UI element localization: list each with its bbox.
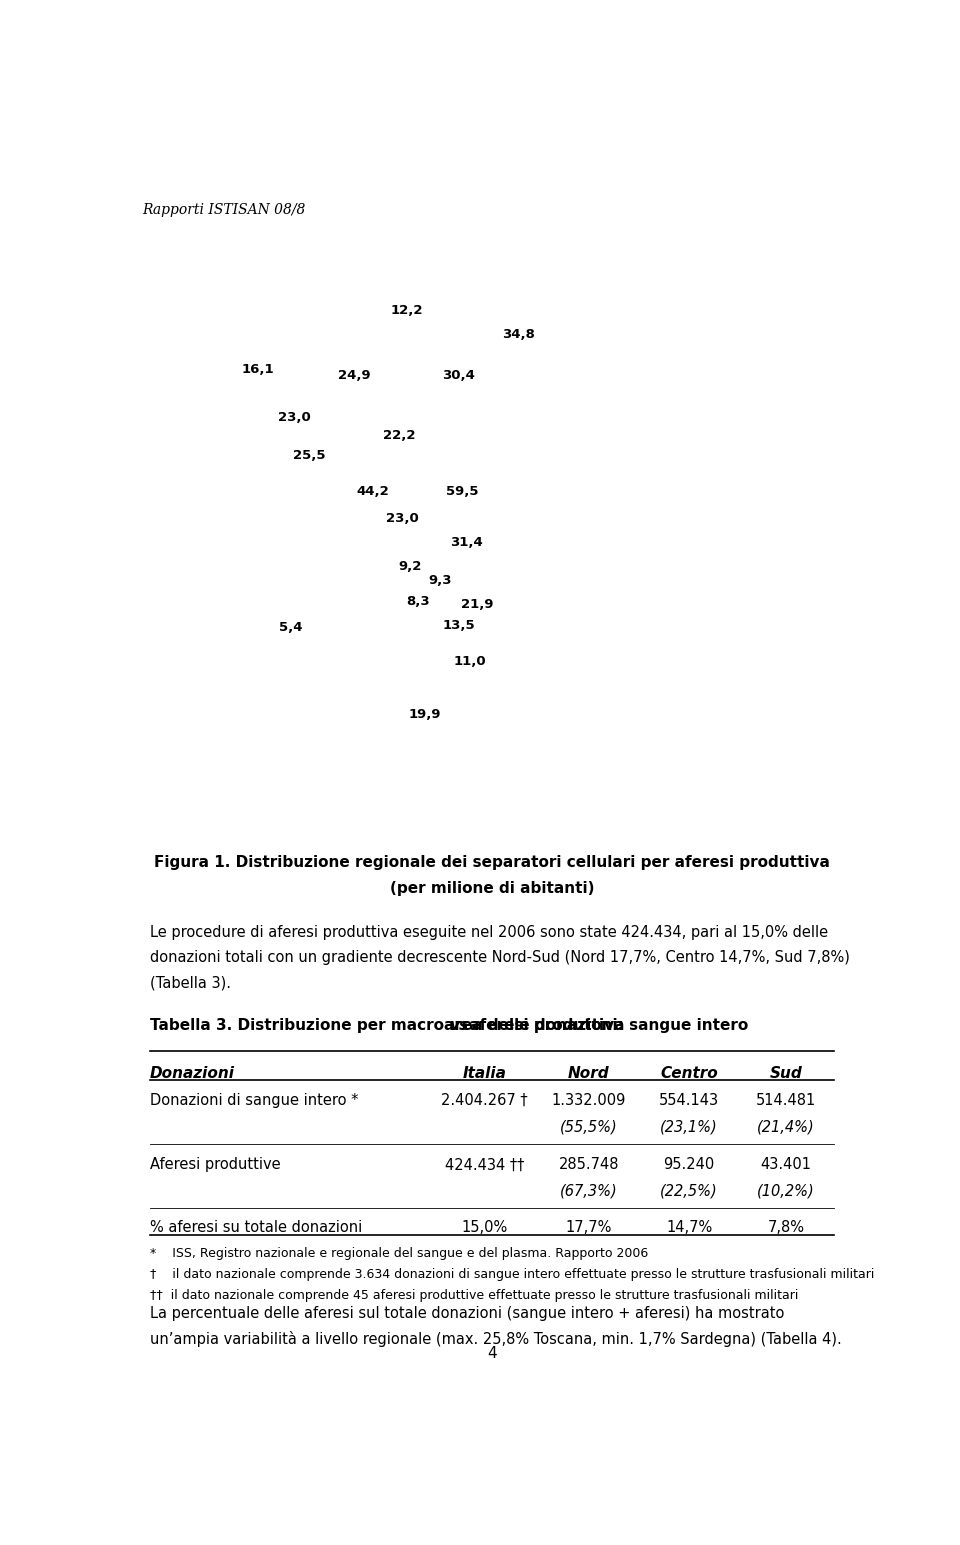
Text: 4: 4 (487, 1346, 497, 1361)
Text: % aferesi su totale donazioni: % aferesi su totale donazioni (150, 1221, 362, 1236)
Text: Italia: Italia (463, 1066, 507, 1082)
Text: 44,2: 44,2 (356, 485, 390, 497)
Text: 285.748: 285.748 (559, 1157, 619, 1173)
Text: 11,0: 11,0 (453, 655, 486, 667)
Text: 22,2: 22,2 (383, 428, 416, 442)
Text: Nord: Nord (568, 1066, 610, 1082)
Text: 13,5: 13,5 (443, 620, 475, 632)
Text: 43.401: 43.401 (760, 1157, 811, 1173)
Text: 23,0: 23,0 (386, 511, 420, 525)
Text: 95.240: 95.240 (663, 1157, 715, 1173)
Text: (23,1%): (23,1%) (660, 1119, 718, 1134)
Text: vs: vs (449, 1018, 468, 1034)
Text: 15,0%: 15,0% (462, 1221, 508, 1236)
Text: Tabella 3. Distribuzione per macroarea delle donazioni: sangue intero: Tabella 3. Distribuzione per macroarea d… (150, 1018, 754, 1034)
Text: aferesi produttiva: aferesi produttiva (464, 1018, 625, 1034)
Text: (22,5%): (22,5%) (660, 1183, 718, 1199)
Text: ††  il dato nazionale comprende 45 aferesi produttive effettuate presso le strut: †† il dato nazionale comprende 45 aferes… (150, 1290, 798, 1302)
Text: 23,0: 23,0 (278, 411, 311, 423)
Text: un’ampia variabilità a livello regionale (max. 25,8% Toscana, min. 1,7% Sardegna: un’ampia variabilità a livello regionale… (150, 1332, 842, 1347)
Text: 24,9: 24,9 (338, 369, 371, 382)
Text: (Tabella 3).: (Tabella 3). (150, 975, 230, 990)
Text: 7,8%: 7,8% (767, 1221, 804, 1236)
Text: 16,1: 16,1 (241, 363, 274, 377)
Text: (21,4%): (21,4%) (757, 1119, 815, 1134)
Text: (per milione di abitanti): (per milione di abitanti) (390, 881, 594, 896)
Text: 8,3: 8,3 (406, 595, 429, 609)
Text: Donazioni: Donazioni (150, 1066, 235, 1082)
Text: 59,5: 59,5 (446, 485, 478, 497)
Text: *    ISS, Registro nazionale e regionale del sangue e del plasma. Rapporto 2006: * ISS, Registro nazionale e regionale de… (150, 1247, 648, 1259)
Text: 34,8: 34,8 (502, 328, 535, 340)
Text: (67,3%): (67,3%) (560, 1183, 617, 1199)
Text: (10,2%): (10,2%) (757, 1183, 815, 1199)
Text: Aferesi produttive: Aferesi produttive (150, 1157, 280, 1173)
Text: Le procedure di aferesi produttiva eseguite nel 2006 sono state 424.434, pari al: Le procedure di aferesi produttiva esegu… (150, 925, 828, 941)
Text: 554.143: 554.143 (660, 1094, 719, 1108)
Text: 9,3: 9,3 (428, 573, 451, 587)
Text: 514.481: 514.481 (756, 1094, 816, 1108)
Text: (55,5%): (55,5%) (560, 1119, 617, 1134)
Text: †    il dato nazionale comprende 3.634 donazioni di sangue intero effettuate pre: † il dato nazionale comprende 3.634 dona… (150, 1268, 875, 1281)
Text: 21,9: 21,9 (461, 598, 493, 610)
Text: Sud: Sud (770, 1066, 803, 1082)
Text: La percentuale delle aferesi sul totale donazioni (sangue intero + aferesi) ha m: La percentuale delle aferesi sul totale … (150, 1306, 784, 1321)
Text: 2.404.267 †: 2.404.267 † (442, 1094, 528, 1108)
Text: Rapporti ISTISAN 08/8: Rapporti ISTISAN 08/8 (142, 204, 305, 218)
Text: Donazioni di sangue intero *: Donazioni di sangue intero * (150, 1094, 358, 1108)
Text: 1.332.009: 1.332.009 (552, 1094, 626, 1108)
Text: 19,9: 19,9 (409, 708, 442, 722)
Text: 9,2: 9,2 (398, 559, 421, 573)
Text: 25,5: 25,5 (294, 450, 326, 462)
Text: 5,4: 5,4 (279, 621, 302, 635)
Text: 12,2: 12,2 (390, 304, 422, 317)
Text: Figura 1. Distribuzione regionale dei separatori cellulari per aferesi produttiv: Figura 1. Distribuzione regionale dei se… (154, 856, 830, 870)
Text: donazioni totali con un gradiente decrescente Nord-Sud (Nord 17,7%, Centro 14,7%: donazioni totali con un gradiente decres… (150, 950, 850, 966)
Text: 31,4: 31,4 (449, 536, 482, 548)
Text: 17,7%: 17,7% (565, 1221, 612, 1236)
Text: 30,4: 30,4 (443, 369, 475, 382)
Text: Centro: Centro (660, 1066, 718, 1082)
Text: 14,7%: 14,7% (666, 1221, 712, 1236)
Text: 424.434 ††: 424.434 †† (444, 1157, 524, 1173)
